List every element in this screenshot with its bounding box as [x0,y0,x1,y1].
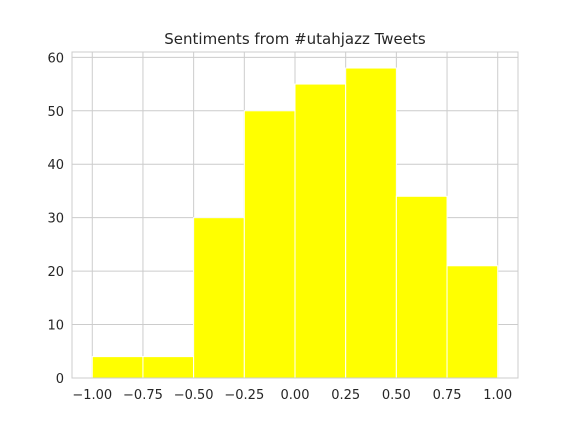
axes-frame [71,51,519,379]
x-tick-labels: −1.00 −0.75 −0.50 −0.25 0.00 0.25 0.50 0.75 1.00 [72,388,512,403]
bars [91,67,499,379]
histogram-bar [294,83,347,379]
histogram-bar [142,356,195,379]
histogram-bar [243,110,296,379]
chart-title: Sentiments from #utahjazz Tweets [164,30,426,48]
x-tick-label: −1.00 [72,388,112,403]
y-tick-label: 30 [47,212,64,227]
y-tick-label: 60 [47,51,64,66]
x-tick-label: 0.50 [382,388,411,403]
y-tick-label: 10 [47,319,64,334]
y-tick-label: 20 [47,265,64,280]
x-tick-label: 1.00 [483,388,512,403]
x-tick-label: 0.25 [331,388,360,403]
x-tick-label: 0.00 [281,388,310,403]
histogram-bar [91,356,144,379]
histogram-bar [345,67,397,379]
y-tick-label: 50 [47,105,64,120]
y-tick-label: 40 [47,158,64,173]
y-tick-labels: 0 10 20 30 40 50 60 [47,51,64,387]
x-tick-label: −0.75 [123,388,163,403]
x-tick-label: −0.25 [224,388,264,403]
histogram-bar [193,217,245,379]
x-tick-label: −0.50 [174,388,214,403]
x-tick-label: 0.75 [433,388,462,403]
histogram-bar [446,265,499,379]
histogram-bar [395,195,448,379]
y-tick-label: 0 [56,372,64,387]
